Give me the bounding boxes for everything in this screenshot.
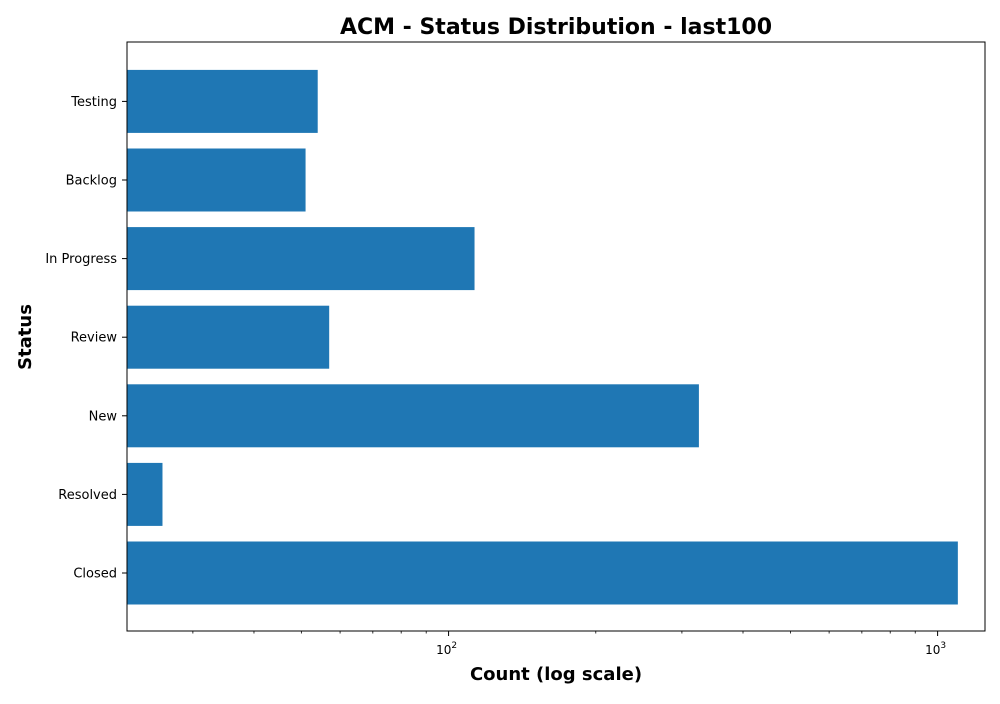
y-tick-label-review: Review: [71, 331, 118, 346]
y-tick-label-closed: Closed: [73, 567, 117, 582]
y-axis-ticks: Closed Resolved New Review In Progress Backlo…: [45, 95, 127, 582]
x-tick-label-exponent: 3: [940, 641, 946, 651]
x-tick-label: 103: [925, 641, 946, 657]
y-tick-label-backlog: Backlog: [66, 174, 117, 189]
y-tick-label-resolved: Resolved: [58, 488, 117, 503]
bar-closed: [127, 541, 958, 605]
bar-review: [127, 305, 330, 369]
x-axis-label: Count (log scale): [470, 664, 642, 685]
bar-resolved: [127, 462, 163, 526]
y-tick-label-testing: Testing: [70, 95, 117, 110]
bar-new: [127, 384, 699, 448]
x-tick-label: 102: [436, 641, 457, 657]
bar-testing: [127, 69, 318, 133]
bars-layer: [127, 69, 958, 605]
x-tick-label-exponent: 2: [451, 641, 457, 651]
x-tick-label-base: 10: [925, 643, 940, 657]
x-tick-label-base: 10: [436, 643, 451, 657]
y-axis-label: Status: [15, 304, 36, 370]
y-tick-label-in-progress: In Progress: [45, 252, 117, 267]
x-axis-ticks: 102 103: [192, 631, 946, 657]
bar-in-progress: [127, 227, 475, 291]
y-tick-label-new: New: [89, 409, 118, 424]
bar-backlog: [127, 148, 306, 212]
plot-frame: [126, 41, 986, 632]
chart-title: ACM - Status Distribution - last100: [340, 15, 772, 40]
